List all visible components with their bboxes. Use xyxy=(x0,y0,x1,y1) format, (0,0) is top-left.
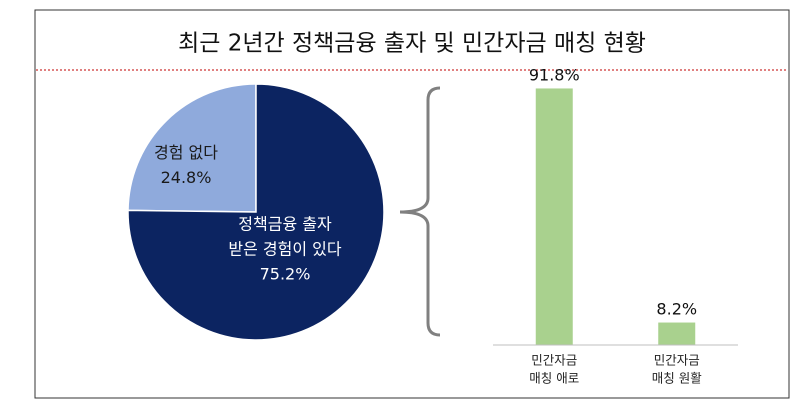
bar xyxy=(534,87,574,346)
bar-value-label: 91.8% xyxy=(529,65,580,84)
bar xyxy=(657,321,697,346)
brace xyxy=(399,86,441,337)
slice-label: 정책금융 출자 xyxy=(238,215,332,234)
pie-slice xyxy=(127,83,385,341)
x-tick-label: 매칭 애로 xyxy=(529,371,579,386)
x-tick-label: 민간자금 xyxy=(654,353,700,368)
x-tick-label: 매칭 원활 xyxy=(652,371,702,386)
slice-label: 경험 없다 xyxy=(154,143,218,162)
slice-value-label: 75.2% xyxy=(260,265,311,284)
slice-value-label: 24.8% xyxy=(161,168,212,187)
slice-label: 받은 경험이 있다 xyxy=(228,240,341,259)
x-tick-label: 민간자금 xyxy=(531,353,577,368)
chart-title: 최근 2년간 정책금융 출자 및 민간자금 매칭 현황 xyxy=(178,31,646,57)
bar-value-label: 8.2% xyxy=(656,300,697,319)
pie-slice xyxy=(127,83,257,213)
